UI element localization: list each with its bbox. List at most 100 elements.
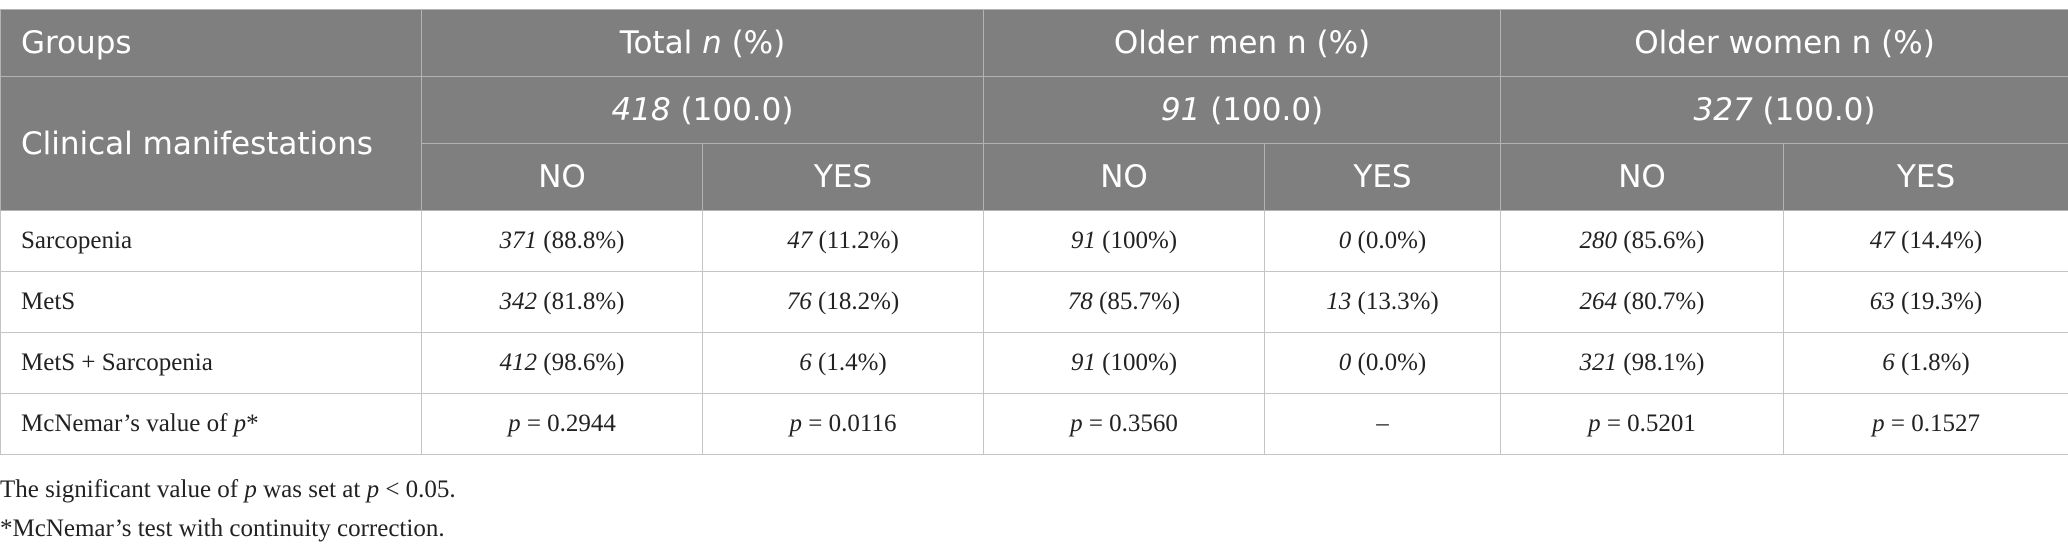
text: (88.8%) <box>537 227 625 254</box>
body-cell: p = 0.5201 <box>1500 393 1785 455</box>
text: = 0.0116 <box>802 410 897 437</box>
text: (13.3%) <box>1351 288 1439 315</box>
text: (80.7%) <box>1617 288 1705 315</box>
text: (11.2%) <box>812 227 899 254</box>
text: YES <box>1353 159 1412 195</box>
row-label: Sarcopenia <box>0 210 422 272</box>
italic-text: p <box>1872 410 1885 437</box>
text: (18.2%) <box>811 288 900 315</box>
italic-text: 327 <box>1693 92 1753 128</box>
text: = 0.2944 <box>520 410 616 437</box>
body-row: MetS + Sarcopenia 412 (98.6%) 6 (1.4%) 91 (… <box>0 332 2068 394</box>
text: Sarcopenia <box>21 227 133 254</box>
body-cell: p = 0.2944 <box>421 393 703 455</box>
body-cell: 13 (13.3%) <box>1264 271 1502 333</box>
text: (98.6%) <box>537 349 625 376</box>
italic-text: 0 <box>1338 349 1352 376</box>
italic-text: 280 <box>1579 227 1618 254</box>
body-cell: 91 (100%) <box>983 332 1266 394</box>
body-cell: 280 (85.6%) <box>1500 210 1785 272</box>
text: (1.8%) <box>1894 349 1970 376</box>
footnote: The significant value of p was set at p … <box>0 476 456 504</box>
body-row: MetS 342 (81.8%) 76 (18.2%) 78 (85.7%) 13 (1… <box>0 271 2068 333</box>
italic-text: p <box>1588 410 1601 437</box>
header-cell: YES <box>1783 143 2068 211</box>
header-cell: NO <box>983 143 1266 211</box>
header-cell: 327 (100.0) <box>1500 76 2068 144</box>
header-row: NO YES NO YES NO YES <box>1 143 2068 211</box>
body-cell: 78 (85.7%) <box>983 271 1266 333</box>
body-cell: 6 (1.4%) <box>701 332 985 394</box>
header-cell: 418 (100.0) <box>420 76 985 144</box>
text: (100%) <box>1095 349 1178 376</box>
italic-text: p <box>244 476 257 503</box>
text: Total <box>619 25 703 61</box>
italic-text: 63 <box>1869 288 1895 315</box>
text: (14.4%) <box>1894 227 1983 254</box>
text: (0.0%) <box>1351 227 1427 254</box>
text: NO <box>1100 159 1148 195</box>
text: YES <box>1896 159 1956 195</box>
body-cell: p = 0.0116 <box>701 393 985 455</box>
text: = 0.3560 <box>1082 410 1178 437</box>
text: NO <box>538 159 586 195</box>
text: = 0.5201 <box>1600 410 1696 437</box>
italic-text: p <box>366 476 380 503</box>
text: < 0.05. <box>379 476 456 503</box>
body-cell: 6 (1.8%) <box>1783 332 2068 394</box>
row-label: McNemar’s value of p* <box>0 393 422 455</box>
text: (100%) <box>1095 227 1178 254</box>
body-cell: 412 (98.6%) <box>421 332 703 394</box>
italic-text: n <box>702 25 722 61</box>
body-cell: p = 0.3560 <box>983 393 1266 455</box>
italic-text: p <box>789 410 803 437</box>
text: MetS <box>21 288 76 315</box>
body-cell: 0 (0.0%) <box>1264 332 1502 394</box>
body-cell: 371 (88.8%) <box>421 210 703 272</box>
body-cell: – <box>1264 393 1502 455</box>
row-label: MetS + Sarcopenia <box>0 332 422 394</box>
italic-text: 91 <box>1070 227 1096 254</box>
footnote: *McNemar’s test with continuity correcti… <box>0 515 445 543</box>
italic-text: 321 <box>1579 349 1618 376</box>
text: Groups <box>21 25 132 61</box>
text: Clinical manifestations <box>21 125 373 162</box>
text: (100.0) <box>1200 92 1324 128</box>
italic-text: 47 <box>1869 227 1895 254</box>
text: (1.4%) <box>811 349 887 376</box>
data-table: Groups Total n (%) Older men n (%) Older wo… <box>0 9 2068 455</box>
text: (100.0) <box>670 92 794 128</box>
body-cell: 321 (98.1%) <box>1500 332 1785 394</box>
text: *McNemar’s test with continuity correcti… <box>0 515 445 542</box>
italic-text: p <box>1070 410 1083 437</box>
header-cell: Clinical manifestations <box>0 76 422 211</box>
text: Older women n (%) <box>1634 25 1935 61</box>
italic-text: 342 <box>499 288 538 315</box>
text: (81.8%) <box>537 288 625 315</box>
table-body: Sarcopenia 371 (88.8%) 47 (11.2%) 91 (100%)… <box>0 210 2068 455</box>
italic-text: 91 <box>1160 92 1201 128</box>
body-cell: 47 (14.4%) <box>1783 210 2068 272</box>
italic-text: 0 <box>1338 227 1352 254</box>
text: Older men n (%) <box>1113 25 1371 61</box>
header-cell: NO <box>1500 143 1785 211</box>
italic-text: 76 <box>786 288 812 315</box>
header-cell: YES <box>1264 143 1502 211</box>
table-header: Groups Total n (%) Older men n (%) Older wo… <box>0 9 2068 211</box>
body-row: McNemar’s value of p* p = 0.2944 p = 0.011… <box>0 393 2068 455</box>
text: (85.6%) <box>1617 227 1705 254</box>
body-row: Sarcopenia 371 (88.8%) 47 (11.2%) 91 (100%)… <box>0 210 2068 272</box>
header-cell: Older women n (%) <box>1500 9 2068 77</box>
italic-text: 13 <box>1326 288 1352 315</box>
header-cell: NO <box>421 143 703 211</box>
body-cell: 76 (18.2%) <box>701 271 985 333</box>
italic-text: 264 <box>1579 288 1618 315</box>
text: (%) <box>721 25 786 61</box>
italic-text: 78 <box>1067 288 1093 315</box>
italic-text: – <box>1376 410 1389 437</box>
text: (19.3%) <box>1894 288 1983 315</box>
italic-text: 6 <box>799 349 812 376</box>
header-row: Groups Total n (%) Older men n (%) Older wo… <box>0 9 2068 77</box>
italic-text: 6 <box>1882 349 1895 376</box>
